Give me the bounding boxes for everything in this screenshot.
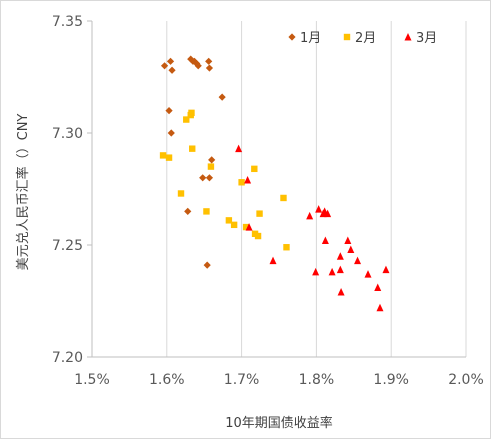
series-3-point [376, 303, 384, 312]
legend-label-3: 3月 [416, 31, 437, 46]
series-3-point [321, 236, 329, 245]
data-points [159, 55, 390, 312]
x-tick-label: 1.7% [224, 372, 260, 388]
series-3-point [324, 209, 332, 218]
series-1-point [167, 129, 175, 137]
x-tick-label: 1.5% [74, 372, 110, 388]
y-tick-label: 7.25 [52, 238, 83, 254]
y-tick-label: 7.20 [52, 350, 83, 366]
x-tick-label: 2.0% [448, 372, 484, 388]
series-1-point [205, 174, 214, 182]
series-1-point [203, 261, 211, 269]
series-3-point [344, 236, 352, 245]
x-tick-label: 1.9% [373, 372, 409, 388]
series-3-point [364, 270, 372, 278]
series-2-point [207, 163, 215, 170]
series-3-point [374, 283, 382, 292]
series-1-point [166, 57, 175, 65]
series-2-point [256, 210, 263, 217]
legend-marker-1 [288, 33, 296, 41]
series-3-point [347, 245, 355, 253]
series-3-point [336, 265, 344, 274]
series-1-point [218, 93, 226, 101]
series-2-point [225, 217, 233, 224]
series-3-point [336, 252, 344, 260]
series-2-point [183, 116, 190, 123]
series-3-point [269, 256, 277, 265]
gridlines [166, 21, 467, 357]
series-1-point [205, 57, 213, 65]
series-1-point [184, 207, 192, 215]
legend: 1月 2月 3月 [288, 31, 437, 46]
series-2-point [251, 165, 258, 173]
axes [87, 20, 466, 358]
series-3-point [306, 211, 314, 220]
y-axis-title: 美元兑人民币汇率（）CNY [15, 114, 31, 271]
series-3-point [235, 144, 243, 153]
series-2-point [242, 223, 250, 231]
series-2-point [189, 145, 196, 152]
series-2-point [165, 154, 173, 161]
series-1-point [199, 174, 207, 182]
series-3-point [244, 176, 252, 184]
x-axis-title: 10年期国债收益率 [225, 415, 333, 431]
x-tick-labels: 1.5% 1.6% 1.7% 1.8% 1.9% 2.0% [74, 372, 484, 388]
y-tick-label: 7.35 [52, 14, 83, 30]
x-tick-label: 1.6% [149, 372, 185, 388]
legend-label-2: 2月 [355, 31, 376, 46]
series-3-point [328, 267, 336, 276]
legend-marker-2 [343, 33, 351, 41]
series-3-point [337, 288, 345, 296]
series-3-point [354, 256, 362, 265]
series-2-point [159, 152, 167, 159]
legend-marker-3 [404, 33, 412, 41]
series-2-point [177, 190, 185, 197]
series-2-point [203, 208, 210, 215]
series-1-point [205, 64, 214, 72]
series-2-point [283, 244, 290, 251]
series-1-point [208, 156, 216, 164]
x-tick-label: 1.8% [299, 372, 335, 388]
series-1-point [194, 62, 202, 70]
series-1-point [160, 62, 169, 70]
series-3-point [312, 267, 320, 276]
legend-label-1: 1月 [300, 31, 321, 46]
series-1-point [168, 66, 176, 74]
series-3-point [382, 265, 390, 274]
series-3-point [315, 205, 323, 213]
y-tick-label: 7.30 [52, 126, 83, 142]
y-tick-labels: 7.20 7.25 7.30 7.35 [52, 14, 83, 366]
series-3-point [245, 223, 253, 231]
series-1-point [165, 107, 173, 115]
series-2-point [188, 109, 195, 117]
series-2-point [254, 232, 262, 240]
series-2-point [280, 194, 287, 202]
series-2-point [230, 221, 238, 229]
series-2-point [238, 179, 245, 186]
